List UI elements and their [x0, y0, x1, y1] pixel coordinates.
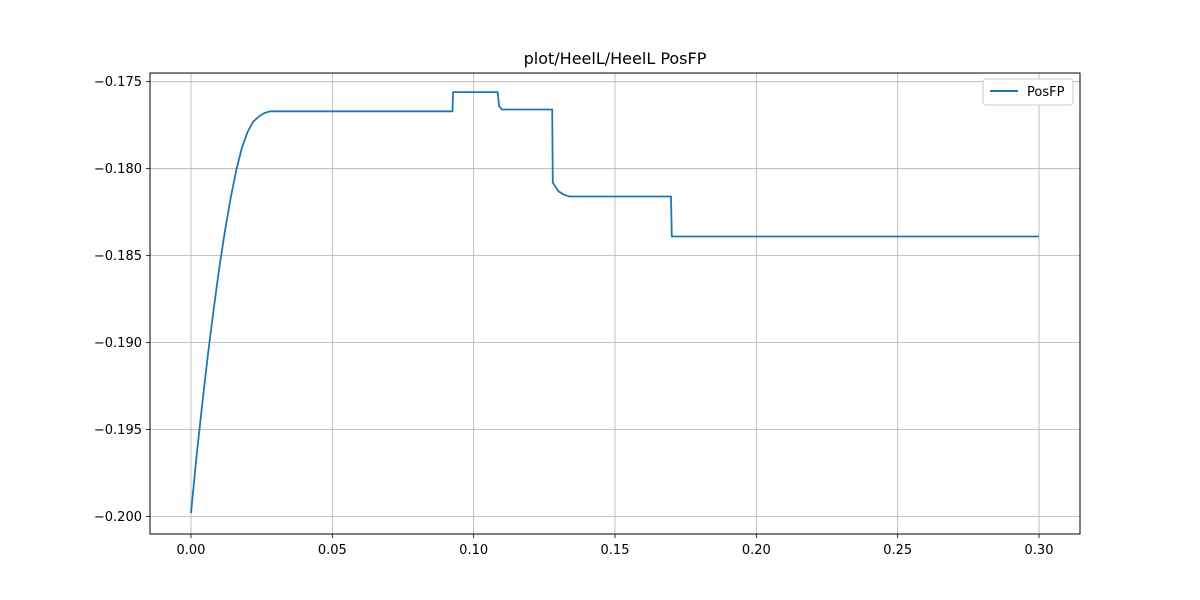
- x-tick-label: 0.10: [459, 543, 488, 558]
- x-tick-label: 0.20: [742, 543, 771, 558]
- series-layer: [190, 91, 1039, 514]
- x-tick-label: 0.30: [1025, 543, 1054, 558]
- y-tick-label: −0.190: [94, 336, 142, 351]
- legend-box: [982, 78, 1074, 106]
- x-tick-label: 0.00: [177, 543, 206, 558]
- x-tick-label: 0.15: [601, 543, 630, 558]
- chart-title: plot/HeelL/HeelL PosFP: [524, 49, 707, 68]
- legend-label: PosFP: [1027, 85, 1065, 100]
- y-tick-label: −0.185: [94, 249, 142, 264]
- legend: PosFP: [982, 78, 1074, 106]
- y-tick-label: −0.195: [94, 423, 142, 438]
- x-axis: 0.00 0.05 0.10 0.15 0.20 0.25 0.30: [177, 534, 1054, 558]
- series-line-posfp: [190, 91, 1039, 514]
- x-tick-label: 0.05: [318, 543, 347, 558]
- y-tick-label: −0.175: [94, 75, 142, 90]
- y-tick-label: −0.200: [94, 510, 142, 525]
- x-tick-label: 0.25: [883, 543, 912, 558]
- y-axis: −0.200 −0.195 −0.190 −0.185 −0.180 −0.175: [94, 75, 150, 525]
- y-tick-label: −0.180: [94, 162, 142, 177]
- grid: [150, 73, 1080, 534]
